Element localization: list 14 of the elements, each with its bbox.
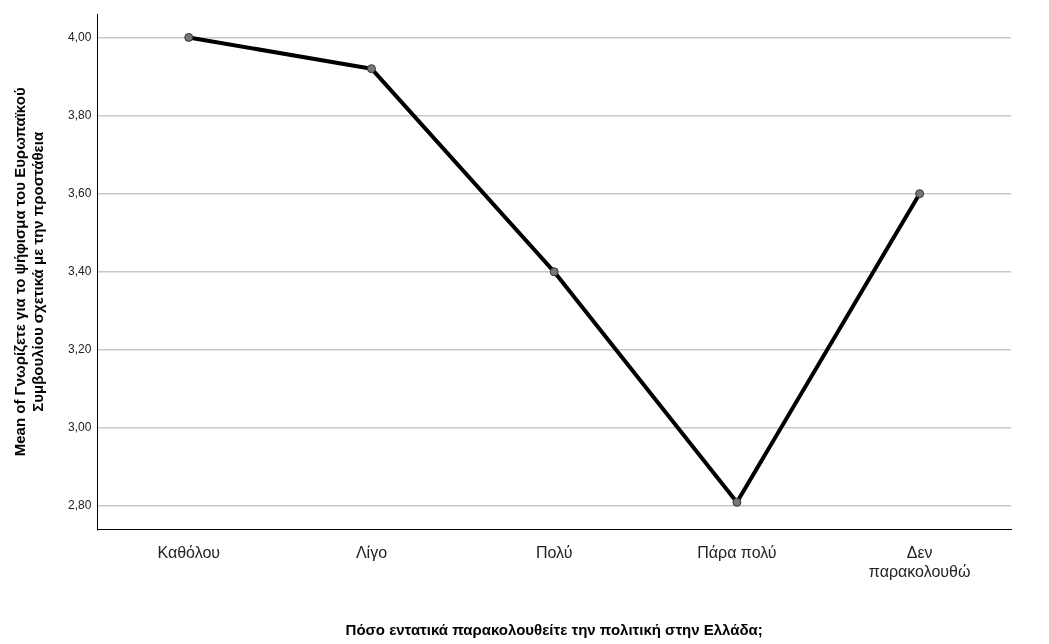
x-axis-title: Πόσο εντατικά παρακολουθείτε την πολιτική στην Ελλάδα; [345, 621, 763, 639]
y-tick-label: 2,80 [68, 498, 92, 513]
y-tick-label: 3,40 [68, 264, 92, 279]
x-tick-label: Πάρα πολύ [697, 543, 777, 561]
x-tick-label: Λίγο [355, 543, 388, 561]
y-axis-title: Mean of Γνωρίζετε για το ψήφισμα του Ευρωπαϊκού Συμβουλίου σχετικά με την προστάθεια [11, 87, 47, 457]
x-tick-label: Δεν παρακολουθώ [868, 543, 971, 580]
y-tick-label: 4,00 [68, 29, 92, 44]
y-tick-label: 3,60 [68, 185, 92, 200]
y-tick-label: 3,20 [68, 342, 92, 357]
y-tick-label: 3,80 [68, 107, 92, 122]
x-tick-label: Πολύ [535, 543, 573, 561]
x-tick-label: Καθόλου [157, 543, 221, 561]
y-tick-label: 3,00 [68, 420, 92, 435]
